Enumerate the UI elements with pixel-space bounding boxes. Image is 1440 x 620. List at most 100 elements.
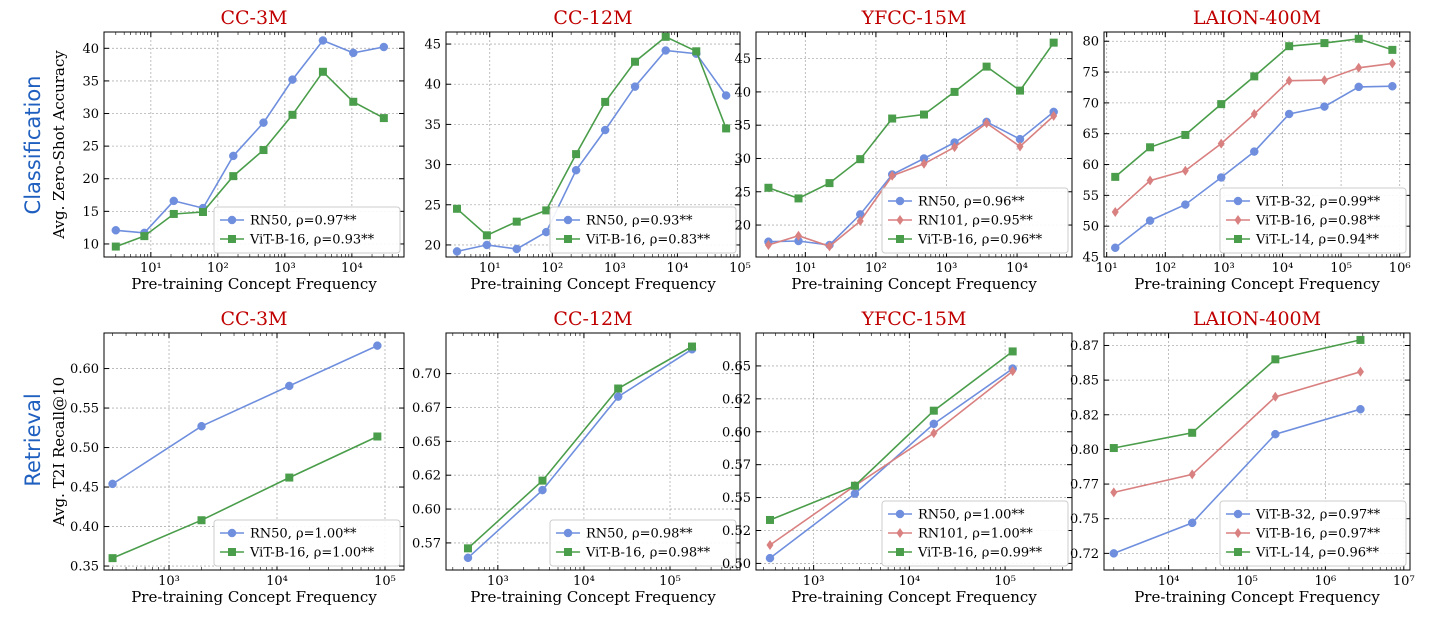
y-tick-label: 25 xyxy=(82,140,99,155)
y-tick-label: 70 xyxy=(1082,96,1099,111)
legend: ViT-B-32, ρ=0.97** ViT-B-16, ρ=0.97** ViT-… xyxy=(1219,500,1407,567)
y-tick-label: 0.70 xyxy=(412,367,441,382)
legend-label: ViT-L-14, ρ=0.96** xyxy=(1255,546,1380,561)
x-tick-label: 10⁴ xyxy=(573,574,595,589)
y-tick-label: 60 xyxy=(1082,158,1099,173)
legend-marker xyxy=(227,215,237,225)
y-tick-label: 0.55 xyxy=(70,402,99,417)
x-tick-label: 10³ xyxy=(936,261,958,276)
legend-marker xyxy=(896,215,904,225)
data-point xyxy=(288,75,297,84)
data-point xyxy=(1015,86,1024,95)
data-point xyxy=(661,32,670,41)
y-tick-label: 0.67 xyxy=(412,401,441,416)
plot-frame xyxy=(445,31,741,258)
legend: ViT-B-32, ρ=0.99** ViT-B-16, ρ=0.98** ViT-… xyxy=(1219,187,1407,254)
data-point xyxy=(850,489,860,498)
y-tick-label: 30 xyxy=(82,107,99,122)
data-point xyxy=(631,57,640,66)
data-point xyxy=(349,97,358,106)
y-tick-label: 30 xyxy=(424,158,441,173)
series-line xyxy=(768,115,1055,248)
data-point xyxy=(1271,355,1280,364)
series-line xyxy=(115,39,384,234)
y-tick-label: 0.57 xyxy=(412,536,441,551)
x-tick-label: 10⁵ xyxy=(994,574,1016,589)
x-axis-label: Pre-training Concept Frequency xyxy=(791,588,1037,606)
data-point xyxy=(197,516,206,525)
plot-frame xyxy=(445,332,741,571)
plot-frame xyxy=(103,31,405,258)
data-point xyxy=(661,46,670,55)
x-tick-label: 10⁴ xyxy=(667,261,689,276)
chart-panel-7: YFCC-15M 0.50 0.52 0.55 0.57 0.60 0.62 0.65 10³ 1… xyxy=(722,308,1073,606)
x-tick-label: 10² xyxy=(865,261,887,276)
chart-title: LAION-400M xyxy=(1193,7,1321,29)
data-point xyxy=(1217,138,1225,149)
legend-marker xyxy=(228,235,236,243)
data-point xyxy=(1181,130,1190,139)
series-line xyxy=(1113,371,1361,494)
data-point xyxy=(765,515,774,524)
legend-label: RN50, ρ=0.96** xyxy=(918,195,1025,210)
y-tick-label: 80 xyxy=(1082,35,1099,50)
series-vit-b-16 xyxy=(111,67,388,251)
y-tick-label: 0.60 xyxy=(70,362,99,377)
y-tick-label: 0.60 xyxy=(412,503,441,518)
x-axis-label: Pre-training Concept Frequency xyxy=(131,588,377,606)
series-vit-b-16 xyxy=(765,347,1017,524)
y-tick-label: 0.62 xyxy=(722,392,751,407)
legend-box xyxy=(881,187,1069,254)
x-tick-label: 10⁵ xyxy=(659,574,681,589)
chart-panel-5: CC-3M 0.35 0.40 0.45 0.50 0.55 0.60 10³ 10⁴ 10⁵Pr… xyxy=(50,308,405,606)
x-axis-label: Pre-training Concept Frequency xyxy=(1134,275,1380,293)
x-tick-label: 10² xyxy=(207,261,229,276)
legend-label: ViT-B-32, ρ=0.99** xyxy=(1255,195,1381,210)
legend-marker xyxy=(227,528,237,538)
y-tick-label: 20 xyxy=(82,172,99,187)
plot-frame xyxy=(755,31,1073,258)
data-point xyxy=(318,67,327,76)
data-point xyxy=(825,179,834,188)
data-point xyxy=(1110,243,1120,253)
data-point xyxy=(1188,428,1197,437)
data-point xyxy=(1181,165,1189,176)
legend-marker xyxy=(896,235,904,243)
series-rn50 xyxy=(452,46,731,256)
x-tick-label: 10³ xyxy=(274,261,296,276)
y-tick-label: 0.80 xyxy=(1070,443,1099,458)
data-point xyxy=(1250,108,1258,119)
data-point xyxy=(1146,175,1154,186)
x-tick-label: 10³ xyxy=(487,574,509,589)
y-tick-label: 0.45 xyxy=(70,481,99,496)
x-tick-label: 10⁴ xyxy=(898,574,920,589)
data-point xyxy=(888,170,896,181)
legend-box xyxy=(1219,500,1407,567)
data-point xyxy=(919,110,928,119)
data-point xyxy=(687,342,696,351)
data-point xyxy=(1217,100,1226,109)
data-point xyxy=(764,183,773,192)
chart-panel-4: LAION-400M 45 50 55 60 65 70 75 80 10¹ 10² 10³ 10⁴ 10… xyxy=(1082,7,1410,293)
data-point xyxy=(512,217,521,226)
data-point xyxy=(452,247,462,256)
data-point xyxy=(1181,200,1190,209)
data-point xyxy=(373,432,382,441)
legend-marker xyxy=(1234,235,1242,243)
x-tick-label: 10⁴ xyxy=(1158,574,1180,589)
plot-frame xyxy=(1103,31,1411,258)
data-point xyxy=(856,155,865,164)
data-point xyxy=(929,406,938,415)
x-tick-label: 10⁵ xyxy=(1330,261,1352,276)
data-point xyxy=(1009,366,1017,377)
data-point xyxy=(108,479,117,489)
y-tick-label: 40 xyxy=(734,85,751,100)
data-point xyxy=(856,216,864,227)
x-tick-label: 10³ xyxy=(604,261,626,276)
legend: RN50, ρ=0.96** RN101, ρ=0.95** ViT-B-16, ρ… xyxy=(881,187,1069,254)
data-point xyxy=(482,231,491,240)
data-point xyxy=(764,240,772,251)
legend: RN50, ρ=0.93** ViT-B-16, ρ=0.83** xyxy=(549,206,737,254)
data-point xyxy=(169,209,178,218)
